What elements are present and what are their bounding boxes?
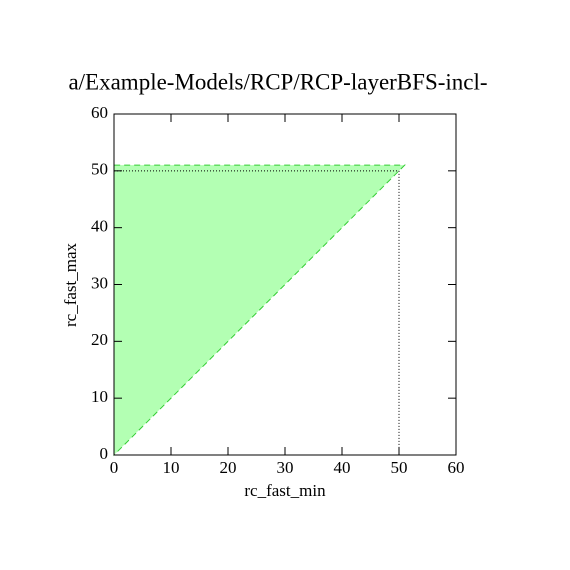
chart-title: a/Example-Models/RCP/RCP-layerBFS-incl- xyxy=(68,69,487,94)
x-tick-label: 20 xyxy=(220,458,237,477)
x-axis-label: rc_fast_min xyxy=(244,481,326,500)
x-tick-label: 60 xyxy=(448,458,465,477)
y-tick-label: 40 xyxy=(91,217,108,236)
x-tick-label: 0 xyxy=(110,458,119,477)
y-axis-label: rc_fast_max xyxy=(61,242,80,327)
y-tick-label: 0 xyxy=(100,444,109,463)
x-tick-label: 50 xyxy=(391,458,408,477)
x-tick-label: 40 xyxy=(334,458,351,477)
y-tick-label: 10 xyxy=(91,387,108,406)
x-tick-label: 10 xyxy=(163,458,180,477)
filled-region xyxy=(113,164,406,457)
y-tick-label: 50 xyxy=(91,160,108,179)
dotted-line xyxy=(114,170,400,455)
y-tick-label: 30 xyxy=(91,273,108,292)
y-tick-label: 60 xyxy=(91,103,108,122)
y-tick-label: 20 xyxy=(91,330,108,349)
x-tick-label: 30 xyxy=(277,458,294,477)
